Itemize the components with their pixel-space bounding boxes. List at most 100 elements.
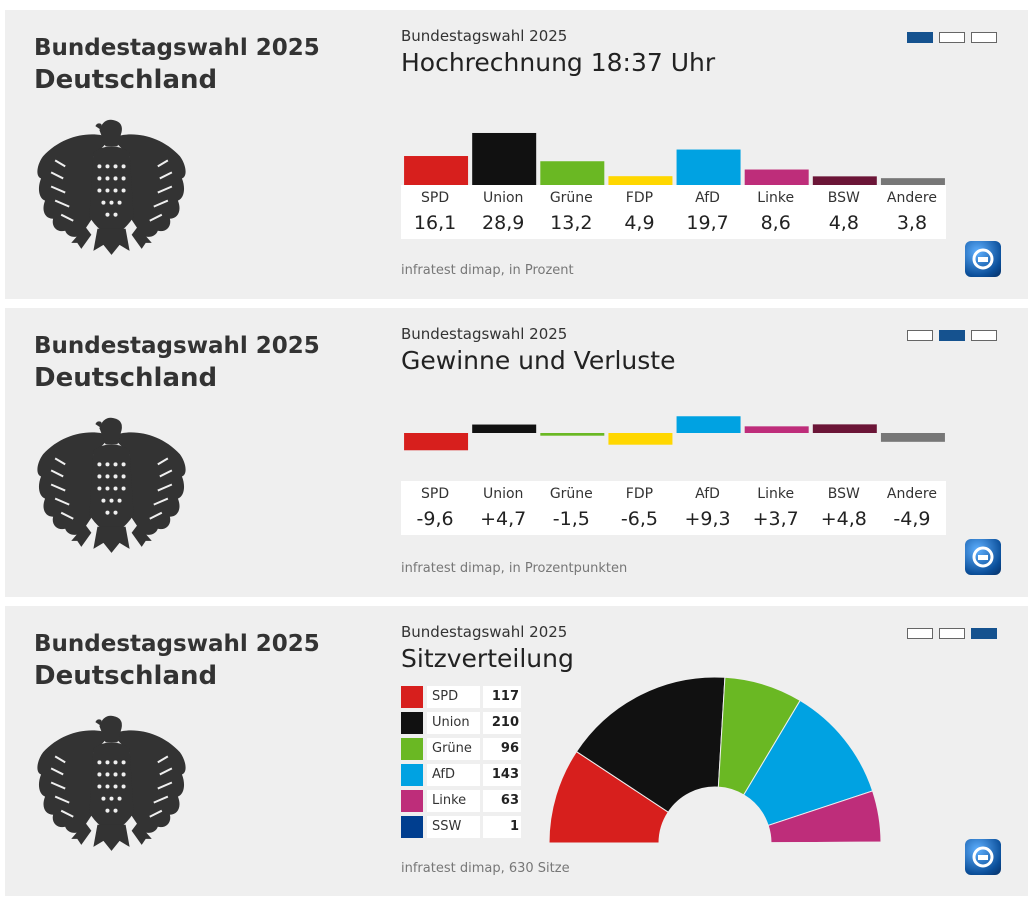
seat-segment-afd <box>743 699 874 827</box>
party-name: BSW <box>827 190 860 206</box>
legend-seats: 1 <box>483 816 521 838</box>
party-value: 13,2 <box>550 212 593 234</box>
party-cell-andere: Andere -4,9 <box>878 481 946 535</box>
party-value: -6,5 <box>620 508 658 530</box>
tagesschau-logo-icon[interactable] <box>965 839 1001 875</box>
panel-hochrechnung: Bundestagswahl 2025 Deutschland Bundesta… <box>5 10 1028 299</box>
bar-fdp <box>608 433 673 445</box>
bar-union <box>472 424 537 433</box>
pager-item-2[interactable] <box>939 32 965 43</box>
chart-source: infratest dimap, in Prozent <box>401 263 574 278</box>
party-name: AfD <box>695 486 720 502</box>
pager-item-1[interactable] <box>907 32 933 43</box>
party-cell-fdp: FDP -6,5 <box>605 481 673 535</box>
party-value: 8,6 <box>760 212 791 234</box>
party-value: 19,7 <box>686 212 729 234</box>
bar-bsw <box>812 424 877 433</box>
bar-bsw <box>812 176 877 185</box>
legend-label: Grüne <box>427 738 480 760</box>
panel-sitzverteilung: Bundestagswahl 2025 Deutschland Bundesta… <box>5 606 1028 896</box>
chart-title: Gewinne und Verluste <box>401 346 676 375</box>
party-value: 3,8 <box>896 212 928 234</box>
legend-swatch <box>401 712 423 734</box>
chart-source: infratest dimap, 630 Sitze <box>401 861 570 876</box>
panel-left-title: Bundestagswahl 2025 Deutschland <box>34 628 320 692</box>
chart-title: Sitzverteilung <box>401 644 574 673</box>
party-name: SPD <box>421 486 450 502</box>
party-cell-gruene: Grüne -1,5 <box>537 481 605 535</box>
election-title: Bundestagswahl 2025 <box>34 35 320 61</box>
legend-seats: 210 <box>483 712 521 734</box>
bar-fdp <box>608 176 673 185</box>
vote-share-table: SPD 16,1 Union 28,9 Grüne 13,2 FDP 4,9 AfD 19,7 Li… <box>401 185 946 239</box>
party-value: +9,3 <box>684 508 731 530</box>
party-name: Andere <box>886 190 937 206</box>
party-cell-union: Union +4,7 <box>469 481 537 535</box>
party-cell-andere: Andere 3,8 <box>878 185 946 239</box>
seat-segment-union <box>575 676 726 813</box>
party-name: Grüne <box>549 190 593 206</box>
legend-swatch <box>401 816 423 838</box>
pager-item-3[interactable] <box>971 628 997 639</box>
party-name: FDP <box>625 190 654 206</box>
pager-item-3[interactable] <box>971 330 997 341</box>
federal-eagle-icon <box>36 118 187 256</box>
bar-spd <box>404 433 469 451</box>
tagesschau-logo-icon[interactable] <box>965 539 1001 575</box>
panel-left-title: Bundestagswahl 2025 Deutschland <box>34 330 320 394</box>
bar-linke <box>744 426 809 433</box>
legend-seats: 117 <box>483 686 521 708</box>
party-cell-bsw: BSW +4,8 <box>810 481 878 535</box>
legend-label: SPD <box>427 686 480 708</box>
legend-label: SSW <box>427 816 480 838</box>
election-title: Bundestagswahl 2025 <box>34 333 320 359</box>
legend-row-gruene: Grüne 96 <box>401 738 521 760</box>
panel-gewinne-verluste: Bundestagswahl 2025 Deutschland Bundesta… <box>5 308 1028 597</box>
legend-swatch <box>401 790 423 812</box>
party-name: Linke <box>757 486 795 502</box>
gain-loss-chart <box>404 416 945 451</box>
party-cell-linke: Linke 8,6 <box>742 185 810 239</box>
party-cell-spd: SPD 16,1 <box>401 185 469 239</box>
party-name: FDP <box>625 486 654 502</box>
panel-left-title: Bundestagswahl 2025 Deutschland <box>34 32 320 96</box>
pager-item-1[interactable] <box>907 330 933 341</box>
pager <box>907 628 997 639</box>
seat-distribution-chart <box>548 676 882 844</box>
party-value: 4,8 <box>828 212 859 234</box>
pager-item-1[interactable] <box>907 628 933 639</box>
legend-label: Union <box>427 712 480 734</box>
party-cell-fdp: FDP 4,9 <box>605 185 673 239</box>
party-value: +3,7 <box>752 508 799 530</box>
party-value: 28,9 <box>482 212 525 234</box>
pager-item-3[interactable] <box>971 32 997 43</box>
party-name: Linke <box>757 190 795 206</box>
legend-row-afd: AfD 143 <box>401 764 521 786</box>
party-cell-afd: AfD +9,3 <box>674 481 742 535</box>
pager <box>907 330 997 341</box>
pager-item-2[interactable] <box>939 628 965 639</box>
party-cell-linke: Linke +3,7 <box>742 481 810 535</box>
legend-seats: 143 <box>483 764 521 786</box>
vote-share-chart <box>404 132 945 185</box>
legend-label: Linke <box>427 790 480 812</box>
legend-row-ssw: SSW 1 <box>401 816 521 838</box>
party-value: +4,8 <box>820 508 867 530</box>
party-value: -4,9 <box>893 508 931 530</box>
pager <box>907 32 997 43</box>
bar-spd <box>404 156 469 185</box>
party-value: -9,6 <box>416 508 454 530</box>
region-title: Deutschland <box>34 363 218 393</box>
legend-row-union: Union 210 <box>401 712 521 734</box>
party-value: 16,1 <box>413 212 457 234</box>
party-name: SPD <box>421 190 450 206</box>
legend-row-spd: SPD 117 <box>401 686 521 708</box>
legend-seats: 63 <box>483 790 521 812</box>
party-cell-bsw: BSW 4,8 <box>810 185 878 239</box>
pager-item-2[interactable] <box>939 330 965 341</box>
legend-label: AfD <box>427 764 480 786</box>
bar-andere <box>880 433 945 442</box>
bar-afd <box>676 149 741 185</box>
tagesschau-logo-icon[interactable] <box>965 241 1001 277</box>
region-title: Deutschland <box>34 661 218 691</box>
